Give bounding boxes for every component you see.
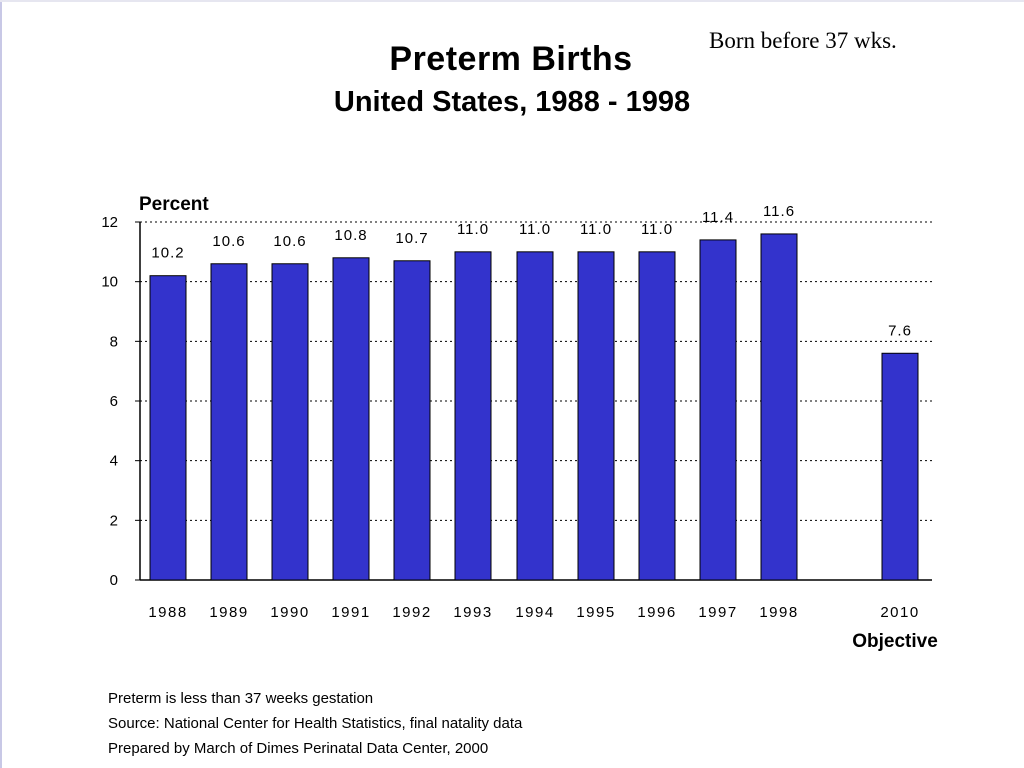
data-label: 11.0 [580,221,612,238]
x-tick-label: 1995 [576,604,615,621]
x-tick-label: 1988 [148,604,187,621]
bar [149,275,187,581]
x-tick-label: 1990 [270,604,309,621]
slide-top-border [0,0,1024,2]
y-tick-label: 0 [110,572,118,589]
y-tick-label: 2 [110,512,118,529]
data-label: 11.4 [702,209,734,226]
y-tick-label: 6 [110,393,118,410]
footnote-prepared-by: Prepared by March of Dimes Perinatal Dat… [108,740,489,757]
y-axis-label: Percent [139,194,209,215]
bar [881,352,919,581]
bar [638,251,676,581]
x-tick-label: 1989 [209,604,248,621]
x-tick-label: 1994 [515,604,554,621]
data-label: 7.6 [888,322,912,339]
y-tick-label: 8 [110,333,118,350]
y-tick-label: 10 [101,274,118,291]
x-tick-label: 1992 [392,604,431,621]
x-tick-label: 1998 [759,604,798,621]
y-tick-label: 12 [101,214,118,231]
data-label: 10.8 [334,227,367,244]
x-tick-label: 1997 [698,604,737,621]
x-tick-label: 2010 [880,604,919,621]
y-tick-label: 4 [110,453,118,470]
chart-title: Preterm Births [0,40,1024,79]
x-tick-label: 1991 [331,604,370,621]
bar [454,251,492,581]
chart-subtitle: United States, 1988 - 1998 [333,86,691,118]
bar [577,251,615,581]
x-tick-label: 1993 [453,604,492,621]
bar [271,263,309,581]
data-label: 11.0 [457,221,489,238]
data-label: 11.0 [641,221,673,238]
chart-title-text: Preterm Births [389,40,633,78]
header-note: Born before 37 wks. [709,28,897,53]
bar [516,251,554,581]
bar [393,260,431,581]
data-label: 10.6 [212,233,245,250]
data-label: 10.2 [151,245,184,262]
footnote-source: Source: National Center for Health Stati… [108,715,523,732]
bar [210,263,248,581]
footnotes: Preterm is less than 37 weeks gestation … [108,686,522,761]
x-tick-label: 1996 [637,604,676,621]
bar [699,239,737,581]
data-label: 10.7 [395,230,428,247]
slide-left-border [0,0,2,768]
bar [332,257,370,581]
data-label: 11.0 [519,221,551,238]
footnote-definition: Preterm is less than 37 weeks gestation [108,690,374,707]
data-label: 11.6 [763,203,795,220]
bar [760,233,798,581]
data-label: 10.6 [273,233,306,250]
objective-label: Objective [852,631,938,652]
